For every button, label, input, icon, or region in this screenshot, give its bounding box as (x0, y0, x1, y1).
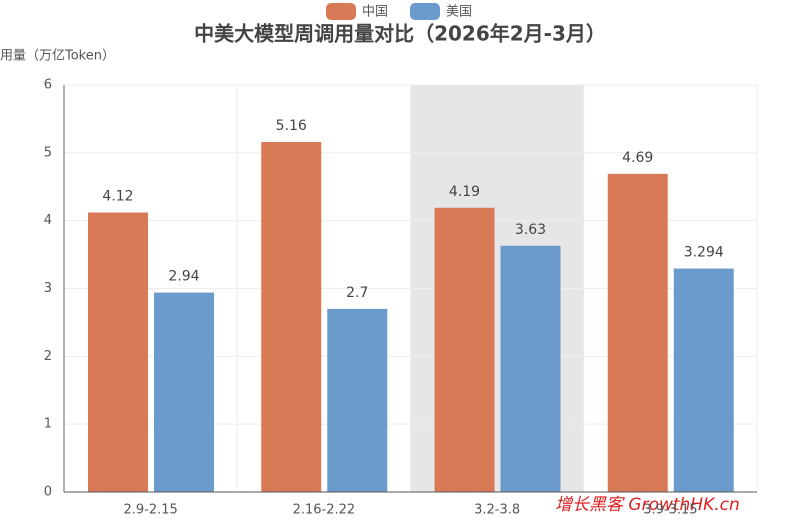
x-tick-label: 2.9-2.15 (123, 503, 177, 518)
value-label: 5.16 (276, 118, 307, 134)
y-tick-label: 6 (44, 78, 52, 93)
y-tick-label: 2 (44, 349, 52, 364)
legend-swatch (326, 3, 356, 20)
bar (434, 207, 495, 493)
bar (500, 245, 561, 492)
value-label: 3.63 (515, 222, 546, 238)
y-tick-label: 3 (44, 281, 52, 296)
y-axis-label: 周调用量（万亿Token） (0, 49, 115, 64)
bar (261, 141, 322, 493)
bar (327, 308, 388, 492)
legend-label: 美国 (446, 5, 472, 20)
x-tick-label: 2.16-2.22 (293, 503, 356, 518)
value-label: 4.12 (102, 189, 133, 205)
bar (154, 292, 214, 492)
value-label: 2.7 (346, 285, 368, 301)
x-tick-label: 3.2-3.8 (474, 503, 520, 518)
legend-label: 中国 (362, 5, 388, 20)
legend-swatch (410, 3, 440, 20)
y-tick-label: 1 (44, 417, 52, 432)
bar (673, 268, 734, 492)
y-tick-label: 4 (44, 213, 52, 228)
watermark: 增长黑客 GrowthHK.cn (555, 495, 740, 515)
value-label: 2.94 (168, 269, 199, 285)
chart-title: 中美大模型周调用量对比（2026年2月-3月） (194, 22, 606, 46)
bar (88, 212, 148, 492)
y-tick-label: 0 (44, 485, 52, 500)
value-label: 4.69 (622, 150, 653, 166)
bar (607, 173, 668, 492)
y-tick-label: 5 (44, 145, 52, 160)
value-label: 4.19 (449, 184, 480, 200)
x-tick-label: 3.9-3.15 (643, 503, 697, 518)
value-label: 3.294 (684, 245, 724, 261)
